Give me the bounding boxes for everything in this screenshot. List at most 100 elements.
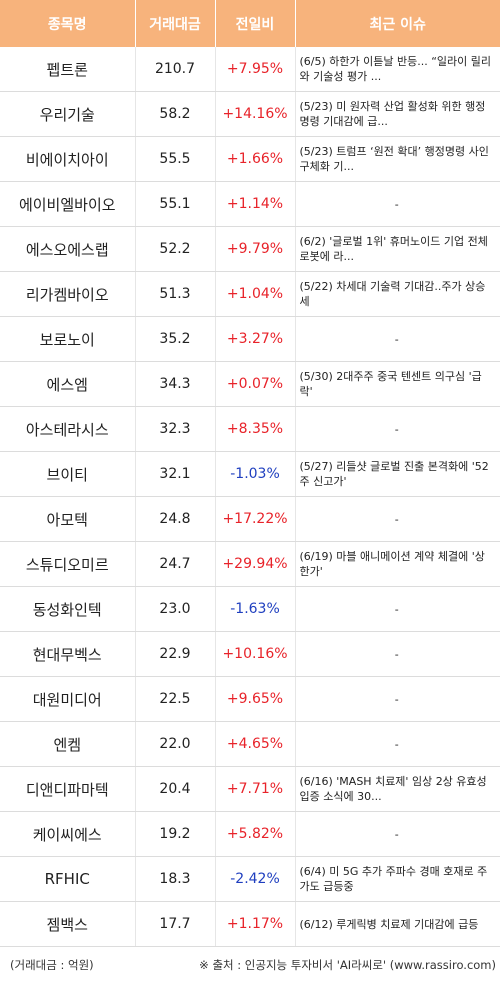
recent-issue-cell: - [295, 721, 500, 767]
price-change: +7.95% [215, 47, 296, 92]
recent-issue: - [394, 422, 399, 436]
trading-value: 35.2 [135, 316, 216, 362]
price-change: +17.22% [215, 496, 296, 542]
trading-value: 22.9 [135, 631, 216, 677]
recent-issue-cell: (6/12) 루게릭병 치료제 기대감에 급등 [295, 901, 500, 947]
recent-issue: (6/12) 루게릭병 치료제 기대감에 급등 [299, 917, 479, 931]
recent-issue-cell: (5/23) 미 원자력 산업 활성화 위한 행정명령 기대감에 급... [295, 91, 500, 137]
table-row: 스튜디오미르 24.7 +29.94% (6/19) 마블 애니메이션 계약 체결에 … [0, 541, 500, 587]
recent-issue-cell: - [295, 811, 500, 857]
recent-issue: - [394, 827, 399, 841]
recent-issue-cell: (6/2) '글로벌 1위' 휴머노이드 기업 전체 로봇에 라... [295, 226, 500, 272]
table-row: RFHIC 18.3 -2.42% (6/4) 미 5G 추가 주파수 경매 호재로 … [0, 856, 500, 902]
price-change: -2.42% [215, 856, 296, 902]
stock-name: 에이비엘바이오 [0, 181, 136, 227]
recent-issue: - [394, 332, 399, 346]
price-change: +9.65% [215, 676, 296, 722]
price-change: +29.94% [215, 541, 296, 587]
recent-issue-cell: (6/4) 미 5G 추가 주파수 경매 호재로 주가도 급등중 [295, 856, 500, 902]
recent-issue-cell: - [295, 631, 500, 677]
stock-name: 대원미디어 [0, 676, 136, 722]
recent-issue: - [394, 737, 399, 751]
stock-table: 종목명 거래대금 전일비 최근 이슈 펩트론 210.7 +7.95% (6/5) 하… [0, 0, 500, 947]
recent-issue: (5/22) 차세대 기술력 기대감..주가 상승세 [299, 280, 486, 308]
trading-value: 22.0 [135, 721, 216, 767]
table-row: 디앤디파마텍 20.4 +7.71% (6/16) 'MASH 치료제' 임상 2상 … [0, 766, 500, 812]
recent-issue-cell: (5/22) 차세대 기술력 기대감..주가 상승세 [295, 271, 500, 317]
trading-value: 18.3 [135, 856, 216, 902]
table-row: 보로노이 35.2 +3.27% - [0, 316, 500, 362]
price-change: +4.65% [215, 721, 296, 767]
recent-issue-cell: (5/30) 2대주주 중국 텐센트 의구심 '급락' [295, 361, 500, 407]
recent-issue: (5/23) 미 원자력 산업 활성화 위한 행정명령 기대감에 급... [299, 100, 486, 128]
recent-issue: (6/4) 미 5G 추가 주파수 경매 호재로 주가도 급등중 [299, 865, 488, 893]
table-row: 동성화인텍 23.0 -1.63% - [0, 586, 500, 632]
recent-issue-cell: (6/19) 마블 애니메이션 계약 체결에 '상한가' [295, 541, 500, 587]
table-body: 펩트론 210.7 +7.95% (6/5) 하한가 이튿날 반등... “일라이 릴… [0, 47, 500, 947]
trading-value: 51.3 [135, 271, 216, 317]
recent-issue-cell: - [295, 181, 500, 227]
price-change: +5.82% [215, 811, 296, 857]
trading-value: 17.7 [135, 901, 216, 947]
recent-issue: - [394, 512, 399, 526]
table-row: 에스엠 34.3 +0.07% (5/30) 2대주주 중국 텐센트 의구심 '급락' [0, 361, 500, 407]
stock-name: 디앤디파마텍 [0, 766, 136, 812]
trading-value: 32.1 [135, 451, 216, 497]
table-row: 케이씨에스 19.2 +5.82% - [0, 811, 500, 857]
stock-name: 동성화인텍 [0, 586, 136, 632]
trading-value: 24.8 [135, 496, 216, 542]
price-change: +1.66% [215, 136, 296, 182]
price-change: +9.79% [215, 226, 296, 272]
table-footer: (거래대금 : 억원) ※ 출처 : 인공지능 투자비서 'AI라씨로' (ww… [0, 953, 500, 977]
recent-issue-cell: (6/5) 하한가 이튿날 반등... “일라이 릴리와 기술성 평가 ... [295, 47, 500, 92]
price-change: +1.04% [215, 271, 296, 317]
unit-note: (거래대금 : 억원) [10, 958, 94, 972]
trading-value: 32.3 [135, 406, 216, 452]
trading-value: 210.7 [135, 47, 216, 92]
recent-issue-cell: - [295, 496, 500, 542]
trading-value: 34.3 [135, 361, 216, 407]
trading-value: 20.4 [135, 766, 216, 812]
trading-value: 23.0 [135, 586, 216, 632]
recent-issue-cell: - [295, 676, 500, 722]
recent-issue: (6/19) 마블 애니메이션 계약 체결에 '상한가' [299, 550, 485, 578]
stock-name: 보로노이 [0, 316, 136, 362]
stock-name: 아모텍 [0, 496, 136, 542]
trading-value: 19.2 [135, 811, 216, 857]
table-row: 현대무벡스 22.9 +10.16% - [0, 631, 500, 677]
source-note: ※ 출처 : 인공지능 투자비서 'AI라씨로' (www.rassiro.co… [199, 958, 496, 972]
stock-name: 아스테라시스 [0, 406, 136, 452]
price-change: +14.16% [215, 91, 296, 137]
header-stock-name: 종목명 [0, 0, 136, 47]
stock-name: 엔켐 [0, 721, 136, 767]
table-row: 우리기술 58.2 +14.16% (5/23) 미 원자력 산업 활성화 위한 행정… [0, 91, 500, 137]
recent-issue: - [394, 602, 399, 616]
table-header-row: 종목명 거래대금 전일비 최근 이슈 [0, 0, 500, 47]
stock-name: 스튜디오미르 [0, 541, 136, 587]
price-change: +1.17% [215, 901, 296, 947]
table-row: 젬백스 17.7 +1.17% (6/12) 루게릭병 치료제 기대감에 급등 [0, 901, 500, 947]
table-row: 엔켐 22.0 +4.65% - [0, 721, 500, 767]
price-change: +3.27% [215, 316, 296, 362]
stock-name: 에스엠 [0, 361, 136, 407]
stock-name: 펩트론 [0, 47, 136, 92]
stock-name: 현대무벡스 [0, 631, 136, 677]
price-change: +0.07% [215, 361, 296, 407]
stock-name: 케이씨에스 [0, 811, 136, 857]
table-row: 리가켐바이오 51.3 +1.04% (5/22) 차세대 기술력 기대감..주가 상… [0, 271, 500, 317]
trading-value: 24.7 [135, 541, 216, 587]
recent-issue: (6/16) 'MASH 치료제' 임상 2상 유효성 입증 소식에 30... [299, 775, 487, 803]
recent-issue: - [394, 692, 399, 706]
table-row: 비에이치아이 55.5 +1.66% (5/23) 트럼프 ‘원전 확대’ 행정명령 … [0, 136, 500, 182]
stock-name: 젬백스 [0, 901, 136, 947]
header-trading-value: 거래대금 [135, 0, 216, 47]
table-row: 대원미디어 22.5 +9.65% - [0, 676, 500, 722]
trading-value: 55.1 [135, 181, 216, 227]
recent-issue-cell: - [295, 406, 500, 452]
trading-value: 22.5 [135, 676, 216, 722]
recent-issue: (6/5) 하한가 이튿날 반등... “일라이 릴리와 기술성 평가 ... [299, 55, 492, 83]
recent-issue-cell: (6/16) 'MASH 치료제' 임상 2상 유효성 입증 소식에 30... [295, 766, 500, 812]
price-change: +8.35% [215, 406, 296, 452]
price-change: +7.71% [215, 766, 296, 812]
recent-issue-cell: - [295, 586, 500, 632]
